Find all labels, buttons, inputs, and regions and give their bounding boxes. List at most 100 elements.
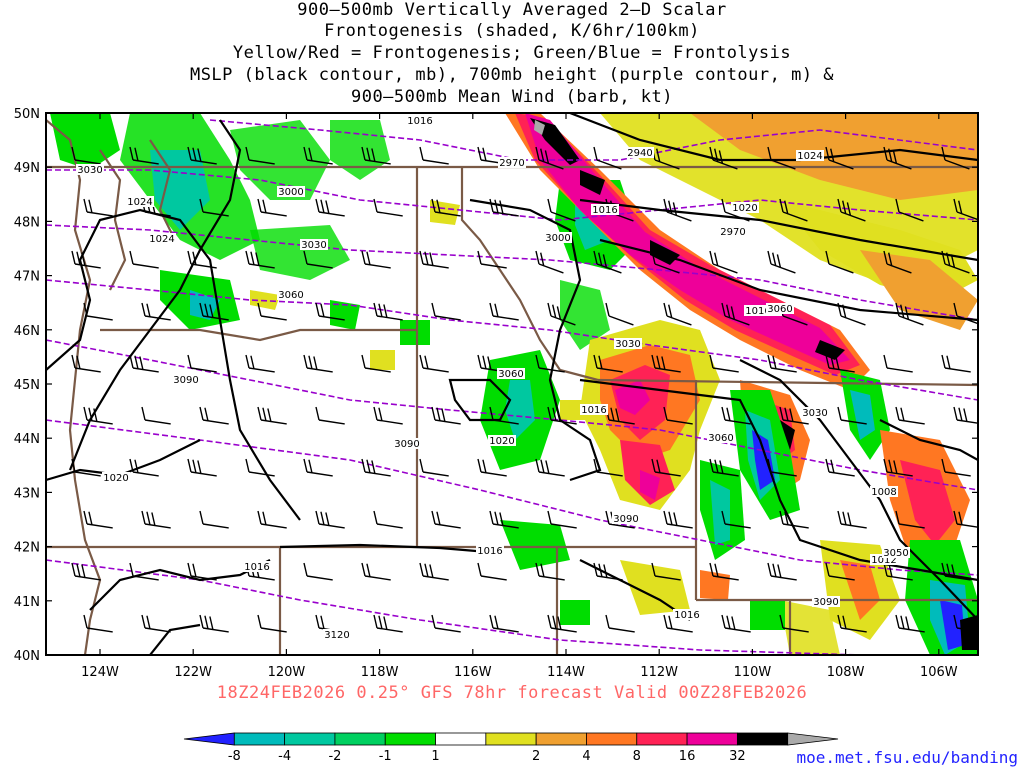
wind-barb-icon [245,250,275,269]
mslp-contour-label: 1016 [745,306,770,317]
wind-barb-icon [837,198,866,222]
colorbar-segment [183,732,235,746]
lon-label: 120W [268,665,306,680]
lat-label: 42N [14,541,40,556]
wind-barb-icon [895,302,924,326]
wind-barb-icon [141,614,171,633]
wind-barb-icon [129,250,159,269]
height-label-bg [626,147,654,158]
wind-barb-icon [709,146,738,170]
wind-barb-icon [303,354,333,373]
height-contour-label: 3090 [813,597,838,608]
wind-barb-icon [535,354,565,373]
wind-barb-icon [71,458,101,477]
mslp-label-bg [796,150,824,161]
wind-barb-icon [477,458,507,477]
wind-barb-icon [257,406,287,425]
colorbar-label: 2 [532,749,540,764]
wind-barb-icon [129,562,159,581]
title-line-1: 900–500mb Vertically Averaged 2–D Scalar [297,0,727,20]
wind-barb-icon [721,510,751,529]
height-contour-label: 3060 [498,369,523,380]
wind-barb-icon [825,562,855,581]
wind-barb-icon [419,458,449,477]
lat-label: 45N [14,378,40,393]
lon-label: 112W [640,665,678,680]
wind-barb-icon [187,146,217,165]
wind-barbs [71,146,978,633]
wind-barb-icon [953,614,978,632]
wind-barb-icon [245,458,275,477]
wind-barb-icon [431,510,461,529]
wind-barb-icon [83,302,113,321]
wind-barb-icon [593,458,623,477]
wind-barb-icon [315,302,345,321]
wind-barb-icon [71,250,101,269]
height-label-bg [766,303,794,314]
wind-barb-icon [709,562,739,581]
wind-barb-icon [187,458,217,477]
wind-barb-icon [825,250,854,274]
height-label-bg [277,186,305,197]
longitude-labels: 124W 122W 120W 118W 116W 114W 112W 110W 108W 106W [81,665,958,680]
mslp-label-bg [870,554,898,565]
wind-barb-icon [547,406,577,425]
mslp-label-bg [148,233,176,244]
wind-barb-icon [767,146,796,170]
mslp-label-bg [243,561,271,572]
lat-label: 50N [14,107,40,122]
title-line-4: MSLP (black contour, mb), 700mb height (… [189,65,835,85]
lon-label: 108W [827,665,865,680]
lon-label: 114W [547,665,585,680]
wind-barb-icon [767,562,797,581]
wind-barb-icon [361,562,391,581]
wind-barb-icon [837,302,866,326]
wind-barb-icon [953,406,978,424]
wind-barb-icon [895,198,924,222]
wind-barb-icon [721,302,750,326]
wind-barb-icon [825,354,855,373]
wind-barb-icon [779,614,809,633]
mslp-contour-label: 1012 [871,555,896,566]
mslp-contour-label: 1024 [127,197,152,208]
wind-barb-icon [721,406,751,425]
wind-barb-icon [895,406,925,425]
wind-barb-icon [593,354,623,373]
wind-barb-icon [767,250,796,274]
height-label-bg [323,629,351,640]
forecast-valid-footer: 18Z24FEB2026 0.25° GFS 78hr forecast Val… [216,683,808,703]
wind-barb-icon [663,302,692,326]
lat-label: 49N [14,161,40,176]
wind-barb-icon [489,302,519,321]
height-contour-label: 3090 [173,375,198,386]
height-label-bg [812,596,840,607]
wind-barb-icon [199,510,229,529]
lon-label: 116W [454,665,492,680]
wind-barb-icon [315,510,345,529]
wind-barb-icon [663,614,693,633]
wind-barb-icon [361,458,391,477]
height-contour-label: 3120 [324,630,349,641]
height-label-bg [707,432,735,443]
title-line-2: Frontogenesis (shaded, K/6hr/100km) [324,21,700,41]
height-label-bg [719,226,747,237]
lon-label: 122W [174,665,212,680]
colorbar-segment [284,732,336,746]
wind-barb-icon [547,614,577,633]
wind-barb-icon [895,510,925,529]
wind-barb-icon [709,354,739,373]
source-credit-link[interactable]: moe.met.fsu.edu/banding [796,748,1018,767]
wind-barb-icon [199,406,229,425]
lon-label: 106W [920,665,958,680]
wind-barb-icon [141,510,171,529]
wind-barb-icon [71,562,101,581]
colorbar-segment [787,732,839,746]
wind-barb-icon [941,354,971,373]
wind-barb-icon [605,614,635,633]
wind-barb-icon [71,354,101,373]
wind-barb-icon [593,250,622,274]
wind-barb-icon [709,250,738,274]
lon-label: 124W [81,665,119,680]
wind-barb-icon [663,510,693,529]
colorbar-segment [636,732,688,746]
